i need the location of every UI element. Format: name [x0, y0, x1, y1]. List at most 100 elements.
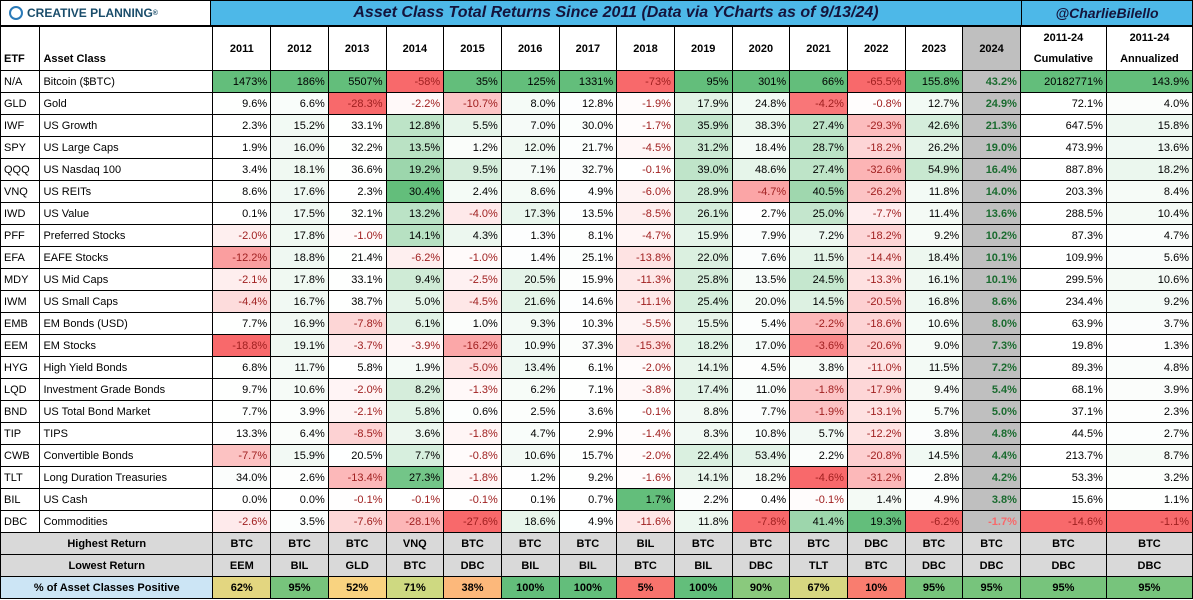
value-cell: 0.0%: [213, 489, 271, 511]
value-cell: 16.4%: [963, 159, 1021, 181]
returns-table: 2011201220132014201520162017201820192020…: [0, 26, 1193, 599]
table-row: EFAEAFE Stocks-12.2%18.8%21.4%-6.2%-1.0%…: [1, 247, 1193, 269]
asset-cell: Preferred Stocks: [40, 225, 213, 247]
value-cell: 4.2%: [963, 467, 1021, 489]
col-2011: 2011: [213, 27, 271, 71]
value-cell: 8.8%: [674, 401, 732, 423]
value-cell: 11.8%: [905, 181, 963, 203]
value-cell: 32.1%: [328, 203, 386, 225]
value-cell: 42.6%: [905, 115, 963, 137]
etf-cell: LQD: [1, 379, 40, 401]
handle: @CharlieBilello: [1022, 1, 1192, 25]
pct-cell: 95%: [905, 577, 963, 599]
value-cell: -0.1%: [386, 489, 444, 511]
value-cell: 26.2%: [905, 137, 963, 159]
value-cell: -2.2%: [386, 93, 444, 115]
value-cell: 0.7%: [559, 489, 617, 511]
cumulative-cell: 15.6%: [1020, 489, 1106, 511]
value-cell: 155.8%: [905, 71, 963, 93]
value-cell: 21.6%: [501, 291, 559, 313]
col-asset: Asset Class: [40, 49, 213, 71]
value-cell: 17.4%: [674, 379, 732, 401]
value-cell: -2.0%: [213, 225, 271, 247]
value-cell: 6.1%: [386, 313, 444, 335]
value-cell: 43.2%: [963, 71, 1021, 93]
col-etf: ETF: [1, 49, 40, 71]
cumulative-cell: 72.1%: [1020, 93, 1106, 115]
value-cell: -3.6%: [790, 335, 848, 357]
annualized-cell: 10.4%: [1106, 203, 1192, 225]
summary-cell: BIL: [501, 555, 559, 577]
summary-cell: DBC: [1020, 555, 1106, 577]
annualized-cell: 4.7%: [1106, 225, 1192, 247]
summary-cell: BTC: [963, 533, 1021, 555]
value-cell: -4.2%: [790, 93, 848, 115]
value-cell: 5.0%: [963, 401, 1021, 423]
value-cell: -11.3%: [617, 269, 675, 291]
value-cell: -4.7%: [617, 225, 675, 247]
value-cell: -6.2%: [905, 511, 963, 533]
cumulative-cell: 20182771%: [1020, 71, 1106, 93]
value-cell: 5.0%: [386, 291, 444, 313]
summary-cell: DBC: [905, 555, 963, 577]
asset-cell: EM Bonds (USD): [40, 313, 213, 335]
asset-cell: US Growth: [40, 115, 213, 137]
value-cell: 2.8%: [905, 467, 963, 489]
value-cell: -11.6%: [617, 511, 675, 533]
value-cell: 31.2%: [674, 137, 732, 159]
value-cell: 11.5%: [790, 247, 848, 269]
value-cell: 27.4%: [790, 115, 848, 137]
asset-cell: US Large Caps: [40, 137, 213, 159]
pct-cell: 10%: [847, 577, 905, 599]
value-cell: 1.2%: [444, 137, 502, 159]
value-cell: 6.1%: [559, 357, 617, 379]
value-cell: -18.8%: [213, 335, 271, 357]
cumulative-cell: 68.1%: [1020, 379, 1106, 401]
value-cell: -1.8%: [790, 379, 848, 401]
summary-cell: BTC: [1106, 533, 1192, 555]
value-cell: 4.9%: [905, 489, 963, 511]
value-cell: 17.9%: [674, 93, 732, 115]
table-row: LQDInvestment Grade Bonds9.7%10.6%-2.0%8…: [1, 379, 1193, 401]
value-cell: -1.0%: [444, 247, 502, 269]
value-cell: 0.6%: [444, 401, 502, 423]
value-cell: -2.6%: [213, 511, 271, 533]
summary-cell: DBC: [963, 555, 1021, 577]
value-cell: 25.8%: [674, 269, 732, 291]
summary-cell: TLT: [790, 555, 848, 577]
value-cell: 28.7%: [790, 137, 848, 159]
value-cell: 25.1%: [559, 247, 617, 269]
value-cell: -7.8%: [732, 511, 790, 533]
cumulative-cell: 44.5%: [1020, 423, 1106, 445]
value-cell: -1.7%: [963, 511, 1021, 533]
value-cell: 0.1%: [501, 489, 559, 511]
value-cell: 16.1%: [905, 269, 963, 291]
col-2014: 2014: [386, 27, 444, 71]
value-cell: 2.9%: [559, 423, 617, 445]
value-cell: 16.7%: [271, 291, 329, 313]
value-cell: 25.4%: [674, 291, 732, 313]
value-cell: -3.7%: [328, 335, 386, 357]
asset-cell: Gold: [40, 93, 213, 115]
value-cell: 6.4%: [271, 423, 329, 445]
value-cell: 5.8%: [328, 357, 386, 379]
value-cell: 7.6%: [732, 247, 790, 269]
value-cell: 95%: [674, 71, 732, 93]
annualized-cell: 1.3%: [1106, 335, 1192, 357]
summary-cell: BTC: [213, 533, 271, 555]
pct-cell: 95%: [1106, 577, 1192, 599]
value-cell: 15.9%: [674, 225, 732, 247]
value-cell: 25.0%: [790, 203, 848, 225]
summary-cell: BIL: [674, 555, 732, 577]
pct-cell: 100%: [559, 577, 617, 599]
value-cell: 35.9%: [674, 115, 732, 137]
col-2024: 2024: [963, 27, 1021, 71]
annualized-cell: 5.6%: [1106, 247, 1192, 269]
value-cell: 24.9%: [963, 93, 1021, 115]
value-cell: -1.6%: [617, 467, 675, 489]
value-cell: 14.6%: [559, 291, 617, 313]
value-cell: 10.1%: [963, 247, 1021, 269]
value-cell: 32.2%: [328, 137, 386, 159]
value-cell: 5.7%: [790, 423, 848, 445]
etf-cell: GLD: [1, 93, 40, 115]
